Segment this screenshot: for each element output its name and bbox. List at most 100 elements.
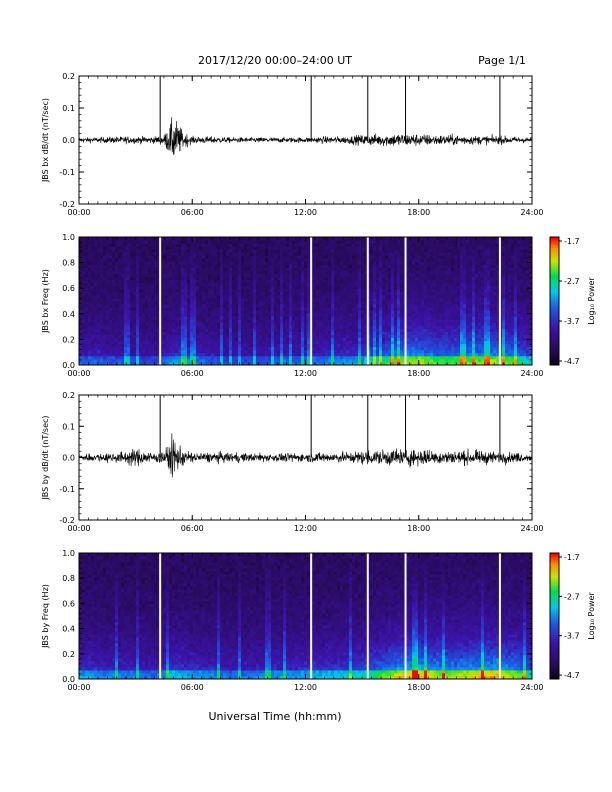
heatmap-cell [229,310,233,314]
heatmap-cell [250,352,254,357]
heatmap-cell [307,319,311,323]
heatmap-cell [268,252,272,256]
heatmap-cell [400,319,404,323]
heatmap-cell [406,325,410,329]
heatmap-cell [217,355,221,360]
heatmap-cell [292,301,296,305]
heatmap-cell [172,276,176,281]
heatmap-cell [391,270,395,274]
heatmap-cell [145,346,149,351]
heatmap-cell [142,313,146,317]
heatmap-cell [265,349,269,354]
heatmap-cell [94,267,98,271]
heatmap-cell [307,279,311,284]
heatmap-cell [301,276,305,281]
heatmap-cell [187,255,191,259]
heatmap-cell [307,310,311,314]
heatmap-cell [217,352,221,357]
heatmap-cell [172,291,176,296]
heatmap-cell [238,294,242,299]
heatmap-cell [298,276,302,281]
heatmap-cell [319,240,323,244]
heatmap-cell [349,307,353,311]
heatmap-cell [133,337,137,342]
heatmap-cell [103,355,107,360]
heatmap-cell [187,337,191,342]
heatmap-cell [241,282,245,287]
heatmap-cell [85,237,89,241]
heatmap-cell [340,276,344,281]
heatmap-cell [112,331,116,335]
heatmap-cell [349,255,353,259]
heatmap-cell [232,358,236,363]
heatmap-cell [169,270,173,274]
heatmap-cell [385,346,389,351]
heatmap-cell [343,352,347,357]
heatmap-cell [181,246,185,250]
heatmap-cell [196,346,200,351]
heatmap-cell [133,267,137,271]
heatmap-cell [256,313,260,317]
heatmap-cell [298,337,302,342]
heatmap-cell [181,267,185,271]
heatmap-cell [280,237,284,241]
heatmap-cell [364,316,368,320]
heatmap-cell [379,288,383,293]
heatmap-cell [253,340,257,345]
heatmap-cell [292,297,296,302]
heatmap-cell [274,282,278,287]
heatmap-cell [118,279,122,284]
heatmap-cell [292,243,296,247]
heatmap-cell [211,288,215,293]
heatmap-cell [268,267,272,271]
heatmap-cell [259,288,263,293]
heatmap-cell [412,319,416,323]
heatmap-cell [322,270,326,274]
heatmap-cell [250,340,254,345]
heatmap-cell [202,267,206,271]
heatmap-cell [349,319,353,323]
heatmap-cell [283,319,287,323]
heatmap-cell [187,297,191,302]
heatmap-cell [247,340,251,345]
heatmap-cell [88,297,92,302]
heatmap-cell [361,264,365,268]
heatmap-cell [274,267,278,271]
heatmap-cell [121,297,125,302]
heatmap-cell [178,304,182,308]
heatmap-cell [382,361,386,366]
heatmap-cell [379,267,383,271]
heatmap-cell [343,325,347,329]
heatmap-cell [328,340,332,345]
heatmap-cell [118,355,122,360]
heatmap-cell [373,240,377,244]
heatmap-cell [409,279,413,284]
heatmap-cell [298,264,302,268]
heatmap-cell [142,340,146,345]
heatmap-cell [175,294,179,299]
heatmap-cell [361,297,365,302]
heatmap-cell [364,361,368,366]
heatmap-cell [391,334,395,338]
heatmap-cell [112,319,116,323]
heatmap-cell [157,276,161,281]
heatmap-cell [331,294,335,299]
heatmap-cell [364,325,368,329]
heatmap-cell [409,361,413,366]
heatmap-cell [232,352,236,357]
heatmap-cell [151,316,155,320]
heatmap-cell [289,291,293,296]
heatmap-cell [208,349,212,354]
heatmap-cell [289,252,293,256]
heatmap-cell [349,310,353,314]
heatmap-cell [313,264,317,268]
heatmap-cell [262,243,266,247]
heatmap-cell [196,255,200,259]
heatmap-cell [286,291,290,296]
heatmap-cell [208,264,212,268]
heatmap-cell [199,301,203,305]
heatmap-cell [361,270,365,274]
heatmap-cell [151,243,155,247]
heatmap-cell [316,276,320,281]
heatmap-cell [199,334,203,338]
